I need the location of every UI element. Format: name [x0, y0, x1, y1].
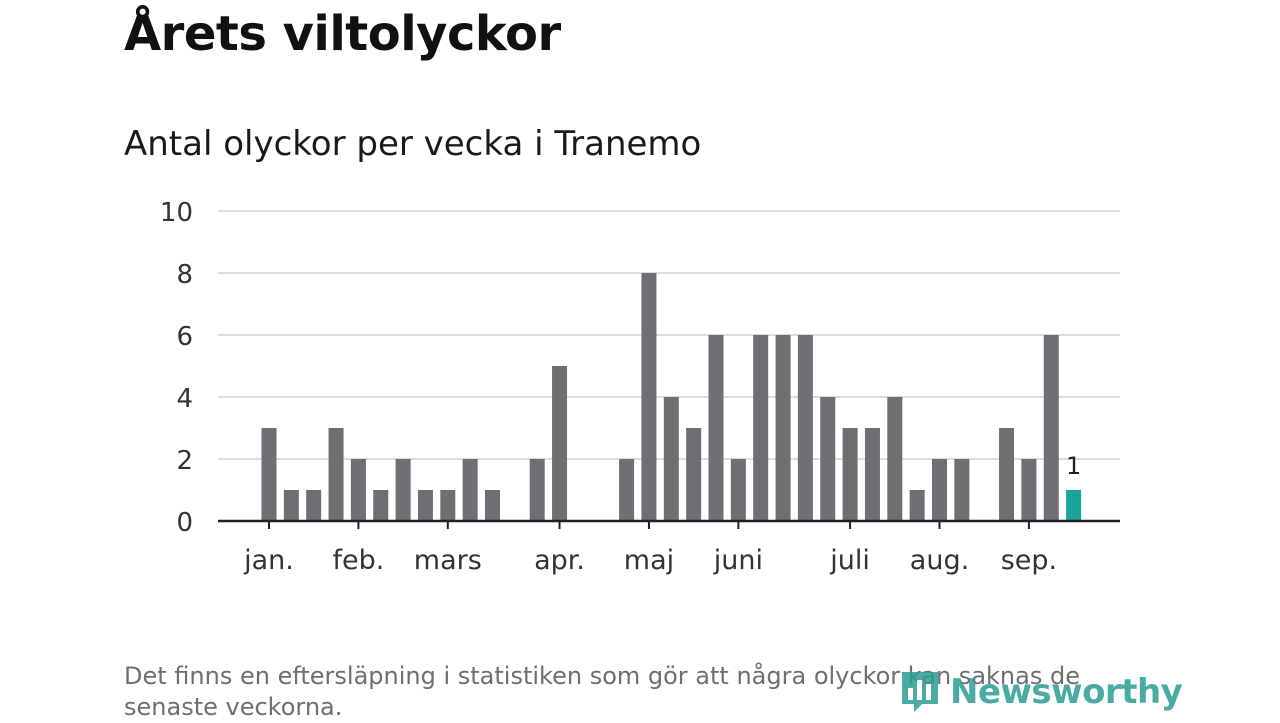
bar	[999, 428, 1015, 521]
highlight-bar	[1066, 490, 1082, 521]
bar	[619, 459, 635, 521]
bar	[954, 459, 970, 521]
chart-subtitle: Antal olyckor per vecka i Tranemo	[124, 124, 702, 164]
bar	[395, 459, 411, 521]
bar	[753, 335, 769, 521]
bar	[820, 397, 836, 521]
x-tick-label: jan.	[243, 545, 294, 576]
bar	[552, 366, 568, 521]
bar	[417, 490, 433, 521]
bar	[283, 490, 299, 521]
bar	[261, 428, 277, 521]
bar	[730, 459, 746, 521]
bar	[306, 490, 322, 521]
bar	[485, 490, 500, 521]
x-tick-label: juli	[829, 545, 870, 576]
x-tick-label: aug.	[910, 545, 969, 576]
bar	[797, 335, 813, 521]
bar	[328, 428, 344, 521]
bar	[932, 459, 947, 521]
bar	[663, 397, 679, 521]
bar	[708, 335, 724, 521]
bar	[350, 459, 366, 521]
y-tick-label: 6	[176, 322, 193, 352]
y-tick-label: 2	[176, 446, 193, 476]
bar	[887, 397, 903, 521]
bar	[462, 459, 478, 521]
bar	[373, 490, 389, 521]
bar	[1021, 459, 1037, 521]
logo-text: Newsworthy	[950, 672, 1183, 712]
newsworthy-logo: Newsworthy	[900, 668, 1183, 716]
y-tick-label: 10	[160, 198, 193, 228]
newsworthy-chart-icon	[902, 672, 938, 712]
bar	[864, 428, 880, 521]
x-tick-label: feb.	[332, 545, 384, 576]
x-tick-label: apr.	[534, 545, 585, 576]
y-tick-label: 8	[176, 260, 193, 290]
y-tick-label: 4	[176, 384, 193, 414]
x-tick-label: maj	[624, 545, 674, 576]
x-tick-label: juni	[713, 545, 763, 576]
bar	[686, 428, 702, 521]
chart-title: Årets viltolyckor	[124, 6, 561, 62]
bar	[775, 335, 791, 521]
x-tick-label: mars	[414, 545, 482, 576]
bar	[842, 428, 858, 521]
bar	[641, 273, 657, 521]
bar	[1043, 335, 1059, 521]
data-label: 1	[1066, 452, 1081, 480]
y-tick-label: 0	[176, 508, 193, 538]
bar	[440, 490, 456, 521]
bar	[909, 490, 925, 521]
x-tick-label: sep.	[1001, 545, 1057, 576]
bar	[529, 459, 545, 521]
